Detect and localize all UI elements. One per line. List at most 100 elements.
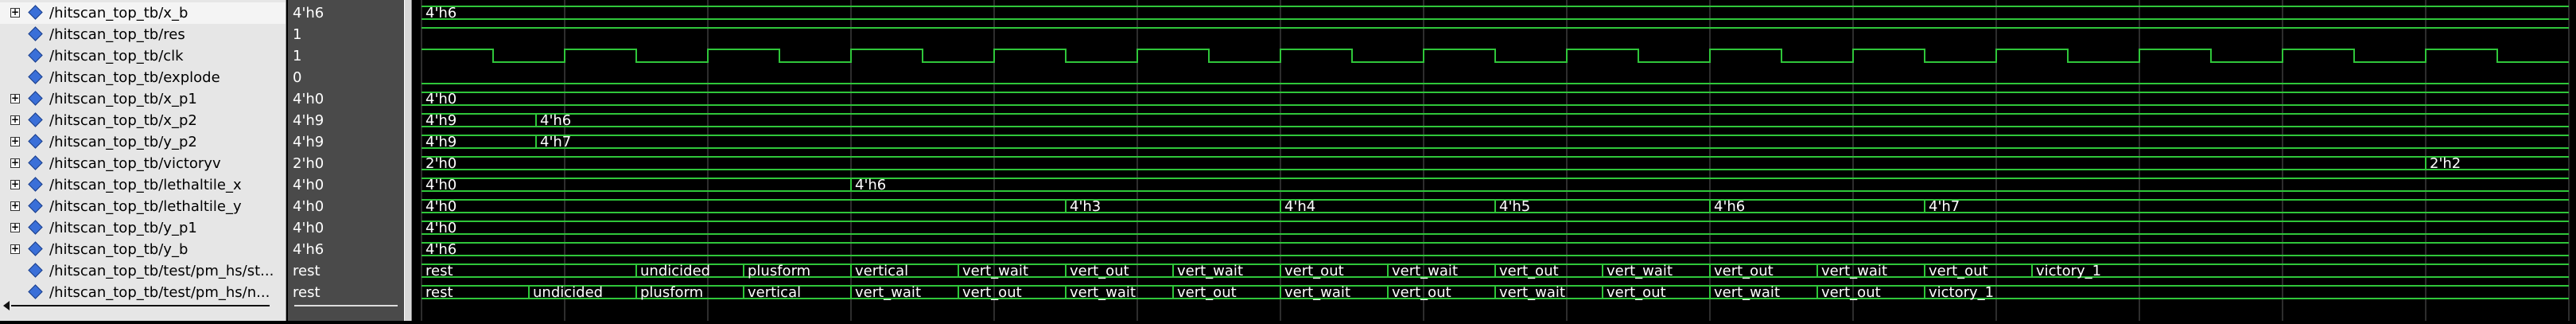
signal-diamond-icon — [28, 177, 43, 192]
clock-waveform — [422, 49, 2569, 63]
signal-row[interactable]: + /hitscan_top_tb/x_p2 — [0, 110, 286, 131]
signal-value-row[interactable]: 4'h0 — [288, 217, 404, 239]
bus-value-label: 4'h9 — [425, 134, 457, 150]
expand-icon[interactable]: + — [10, 200, 20, 211]
signal-value-row[interactable]: 1 — [288, 45, 404, 67]
signal-value: 4'h0 — [293, 177, 324, 193]
bus-value-label: 4'h6 — [425, 5, 457, 21]
signal-value: 1 — [293, 26, 302, 43]
bus-value-label: 4'h4 — [1284, 198, 1315, 215]
bus-value-label: vert_out — [1821, 284, 1881, 301]
expand-icon[interactable]: + — [10, 114, 20, 125]
signal-diamond-icon — [28, 284, 43, 299]
expand-icon[interactable]: + — [10, 157, 20, 168]
bus-value-label: vert_out — [1607, 284, 1666, 301]
signal-value: 4'h0 — [293, 91, 324, 107]
signal-row[interactable]: /hitscan_top_tb/test/pm_hs/st... — [0, 260, 286, 282]
bus-value-label: vert_wait — [1392, 263, 1458, 279]
bus-value-label: 4'h6 — [855, 177, 886, 193]
expand-icon[interactable]: + — [10, 178, 20, 189]
signal-row[interactable]: /hitscan_top_tb/clk — [0, 45, 286, 67]
signal-diamond-icon — [28, 48, 43, 63]
expand-icon[interactable]: + — [10, 221, 20, 232]
bus-value-label: vert_out — [1392, 284, 1451, 301]
signal-name: /hitscan_top_tb/lethaltile_y — [49, 198, 242, 215]
bus-value-label: vert_wait — [962, 263, 1028, 279]
bus-value-label: 4'h9 — [425, 112, 457, 129]
signal-value-row[interactable]: 4'h0 — [288, 88, 404, 110]
signal-row[interactable]: /hitscan_top_tb/res — [0, 24, 286, 45]
bus-value-label: 4'h0 — [425, 220, 457, 236]
bus-value-label: 4'h5 — [1499, 198, 1530, 215]
pane-split-handle[interactable] — [404, 0, 412, 321]
bus-value-label: 2'h0 — [425, 155, 457, 172]
value-scrollbar[interactable] — [294, 305, 398, 306]
signal-name: /hitscan_top_tb/lethaltile_x — [49, 177, 242, 193]
signal-value: rest — [293, 284, 321, 301]
signal-value: rest — [293, 263, 321, 279]
signal-value-row[interactable]: 4'h0 — [288, 174, 404, 196]
signal-name: /hitscan_top_tb/x_b — [49, 5, 188, 21]
expand-icon[interactable]: + — [10, 6, 20, 18]
signal-diamond-icon — [28, 220, 43, 235]
signal-value-row[interactable]: 4'h6 — [288, 2, 404, 24]
signal-diamond-icon — [28, 134, 43, 149]
signal-value-row[interactable]: 1 — [288, 24, 404, 45]
signal-value-row[interactable]: rest — [288, 260, 404, 282]
bus-value-label: 4'h6 — [425, 241, 457, 258]
signal-row[interactable]: + /hitscan_top_tb/y_p2 — [0, 131, 286, 153]
bus-value-label: vert_out — [1070, 263, 1129, 279]
bus-value-label: vert_wait — [1714, 284, 1780, 301]
signal-value-row[interactable]: 4'h6 — [288, 239, 404, 260]
bus-value-label: vert_out — [1499, 263, 1559, 279]
horizontal-scrollbar[interactable] — [11, 305, 270, 306]
bus-value-label: rest — [425, 284, 453, 301]
bus-value-label: 4'h7 — [1929, 198, 1960, 215]
bus-value-label: 4'h0 — [425, 177, 457, 193]
bus-value-label: victory_1 — [1929, 284, 1994, 301]
bus-value-label: vert_wait — [1177, 263, 1243, 279]
bus-value-label: vertical — [855, 263, 908, 279]
signal-value-row[interactable]: 4'h9 — [288, 131, 404, 153]
bus-value-label: 4'h0 — [425, 198, 457, 215]
scroll-left-icon[interactable] — [3, 301, 10, 310]
bus-value-label: vert_wait — [1607, 263, 1673, 279]
signal-row[interactable]: /hitscan_top_tb/explode — [0, 67, 286, 88]
signal-value-row[interactable]: 4'h0 — [288, 196, 404, 217]
signal-value-row[interactable]: 2'h0 — [288, 153, 404, 174]
signal-row[interactable]: + /hitscan_top_tb/x_b — [0, 2, 286, 24]
bus-value-label: 2'h2 — [2430, 155, 2461, 172]
signal-row[interactable]: + /hitscan_top_tb/y_p1 — [0, 217, 286, 239]
signal-row[interactable]: + /hitscan_top_tb/lethaltile_y — [0, 196, 286, 217]
waveform-canvas[interactable]: 4'h6 4'h0 4'h9 4'h6 4'h9 4'h7 2'h0 2'h2 4'h0 4'h6… — [412, 0, 2576, 321]
bus-value-label: plusform — [640, 284, 703, 301]
signal-name: /hitscan_top_tb/res — [49, 26, 185, 43]
signal-value-row[interactable]: 4'h9 — [288, 110, 404, 131]
signal-row[interactable]: + /hitscan_top_tb/victoryv — [0, 153, 286, 174]
bus-value-label: undicided — [640, 263, 710, 279]
signal-value-row[interactable]: rest — [288, 282, 404, 303]
signal-name: /hitscan_top_tb/clk — [49, 48, 184, 64]
signal-name: /hitscan_top_tb/test/pm_hs/st... — [49, 263, 274, 279]
bus-value-label: vert_wait — [1821, 263, 1887, 279]
signal-name: /hitscan_top_tb/test/pm_hs/n... — [49, 284, 270, 301]
waveform-pane[interactable]: 4'h6 4'h0 4'h9 4'h6 4'h9 4'h7 2'h0 2'h2 4'h0 4'h6… — [412, 0, 2576, 321]
signal-row[interactable]: + /hitscan_top_tb/lethaltile_x — [0, 174, 286, 196]
signal-diamond-icon — [28, 91, 43, 106]
signal-row[interactable]: /hitscan_top_tb/test/pm_hs/n... — [0, 282, 286, 303]
expand-icon[interactable]: + — [10, 243, 20, 254]
bus-value-label: vert_wait — [1499, 284, 1565, 301]
bus-value-label: 4'h3 — [1070, 198, 1101, 215]
expand-icon[interactable]: + — [10, 92, 20, 103]
bus-value-label: 4'h6 — [1714, 198, 1745, 215]
signal-diamond-icon — [28, 155, 43, 170]
signal-row[interactable]: + /hitscan_top_tb/y_b — [0, 239, 286, 260]
signal-value-row[interactable]: 0 — [288, 67, 404, 88]
expand-icon[interactable]: + — [10, 135, 20, 146]
bus-value-label: vert_out — [1714, 263, 1774, 279]
bus-value-label: 4'h6 — [540, 112, 571, 129]
bus-value-label: vert_out — [1177, 284, 1237, 301]
signal-row[interactable]: + /hitscan_top_tb/x_p1 — [0, 88, 286, 110]
signal-diamond-icon — [28, 241, 43, 256]
signal-diamond-icon — [28, 112, 43, 127]
